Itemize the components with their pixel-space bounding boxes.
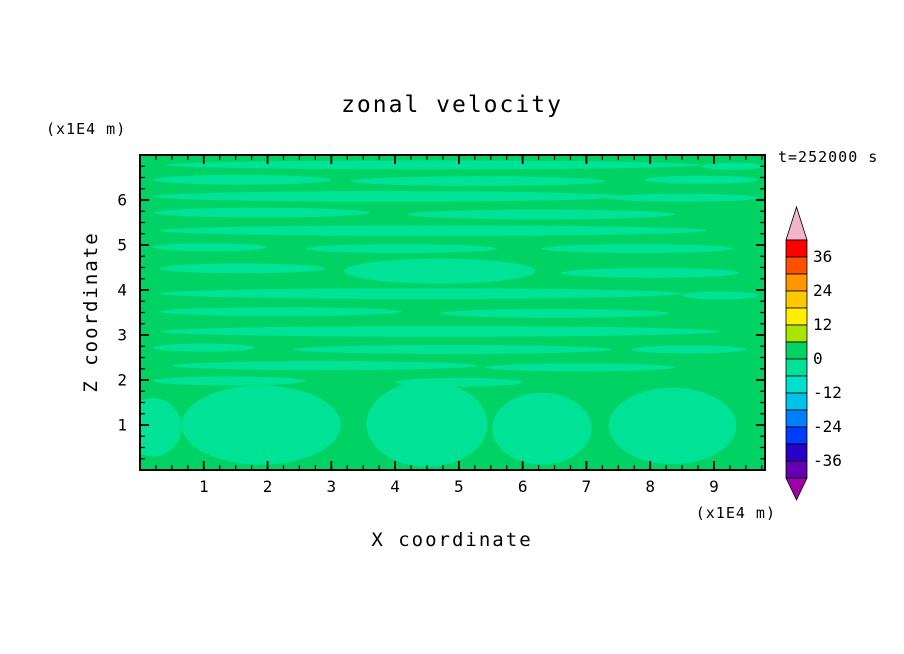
contour-band bbox=[344, 258, 536, 284]
time-label: t=252000 s bbox=[778, 148, 878, 166]
contour-band bbox=[152, 174, 332, 185]
colorbar-segment bbox=[785, 290, 808, 309]
colorbar-label: -36 bbox=[813, 451, 842, 470]
contour-band bbox=[165, 160, 702, 170]
contour-band bbox=[152, 243, 268, 252]
colorbar-label: 36 bbox=[813, 247, 832, 266]
contour-band bbox=[605, 193, 759, 202]
x-axis-tick-labels: 1 2 3 4 5 6 7 8 9 bbox=[199, 477, 719, 496]
z-tick-label: 3 bbox=[117, 326, 127, 345]
contour-band bbox=[407, 209, 676, 220]
contour-band bbox=[631, 345, 746, 354]
colorbar-label: 12 bbox=[813, 315, 832, 334]
x-tick-label: 3 bbox=[327, 477, 337, 496]
contour-band bbox=[305, 244, 498, 254]
colorbar-over-arrow bbox=[785, 205, 808, 241]
colorbar: 36 24 12 0 -12 -24 -36 bbox=[785, 205, 842, 501]
x-axis-title: X coordinate bbox=[371, 529, 532, 551]
colorbar-segment bbox=[785, 358, 808, 377]
colorbar-label: -24 bbox=[813, 417, 842, 436]
x-tick-label: 5 bbox=[454, 477, 464, 496]
z-tick-label: 4 bbox=[117, 281, 127, 300]
contour-band bbox=[152, 343, 255, 352]
contour-band bbox=[152, 207, 370, 218]
contour-band bbox=[159, 326, 721, 337]
contour-band bbox=[140, 398, 182, 457]
contour-band bbox=[152, 191, 625, 202]
colorbar-segment bbox=[785, 307, 808, 326]
colorbar-segment bbox=[785, 426, 808, 445]
colorbar-segment bbox=[785, 375, 808, 394]
contour-band bbox=[439, 308, 670, 318]
x-tick-label: 2 bbox=[263, 477, 273, 496]
plot-frame bbox=[139, 154, 766, 471]
colorbar-segment bbox=[785, 239, 808, 258]
x-tick-label: 7 bbox=[582, 477, 592, 496]
x-tick-label: 4 bbox=[390, 477, 400, 496]
colorbar-under-arrow bbox=[785, 477, 808, 501]
z-axis-title: Z coordinate bbox=[80, 231, 102, 392]
z-axis-units-label: (x1E4 m) bbox=[46, 120, 126, 138]
colorbar-segment bbox=[785, 341, 808, 360]
colorbar-label: 0 bbox=[813, 349, 823, 368]
z-axis-tick-labels: 1 2 3 4 5 6 bbox=[117, 191, 127, 435]
colorbar-segment bbox=[785, 409, 808, 428]
z-tick-label: 6 bbox=[117, 191, 127, 210]
contour-band bbox=[560, 267, 740, 278]
x-tick-label: 8 bbox=[645, 477, 655, 496]
contour-band bbox=[159, 225, 708, 237]
colorbar-segment bbox=[785, 273, 808, 292]
contour-band bbox=[701, 162, 765, 170]
colorbar-label: -12 bbox=[813, 383, 842, 402]
contour-band bbox=[293, 344, 612, 354]
z-tick-label: 2 bbox=[117, 371, 127, 390]
colorbar-segment bbox=[785, 324, 808, 343]
colorbar-segment bbox=[785, 392, 808, 411]
contour-band bbox=[682, 291, 759, 300]
x-tick-label: 9 bbox=[709, 477, 719, 496]
contour-band bbox=[171, 361, 479, 371]
contour-band bbox=[541, 244, 734, 254]
contour-band bbox=[643, 175, 759, 184]
colorbar-segment bbox=[785, 256, 808, 275]
contour-band bbox=[366, 381, 488, 467]
contour-band bbox=[608, 387, 737, 465]
x-tick-label: 6 bbox=[518, 477, 528, 496]
z-tick-label: 1 bbox=[117, 416, 127, 435]
chart-title: zonal velocity bbox=[341, 92, 563, 118]
contour-field bbox=[140, 155, 765, 470]
contour-band bbox=[159, 263, 325, 274]
contour-bands bbox=[140, 160, 765, 467]
x-axis-units-label: (x1E4 m) bbox=[696, 504, 776, 522]
contour-band bbox=[152, 376, 306, 386]
contour-band bbox=[181, 385, 341, 465]
contour-band bbox=[350, 176, 606, 187]
contour-band bbox=[484, 363, 676, 372]
contour-band bbox=[159, 288, 683, 299]
colorbar-label: 24 bbox=[813, 281, 832, 300]
colorbar-segment bbox=[785, 460, 808, 479]
contour-band bbox=[492, 392, 592, 465]
x-tick-label: 1 bbox=[199, 477, 209, 496]
colorbar-segment bbox=[785, 443, 808, 462]
z-tick-label: 5 bbox=[117, 236, 127, 255]
contour-band bbox=[159, 307, 402, 317]
